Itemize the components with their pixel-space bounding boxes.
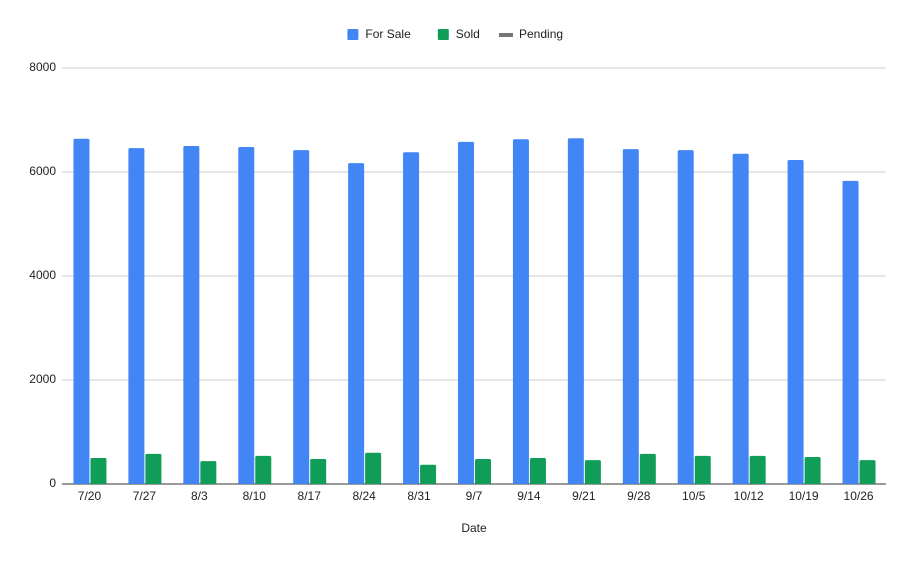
bar [859,460,876,484]
bar [403,152,420,485]
x-tick-label: 9/21 [572,489,596,503]
bar [639,453,656,484]
bar [749,455,766,484]
bar [475,459,491,484]
bar [694,455,711,484]
x-tick-label: 7/20 [78,489,102,503]
bar [238,147,255,485]
bar [420,464,437,484]
y-tick-label: 8000 [29,60,56,74]
x-tick-label: 10/5 [682,489,706,503]
bar [128,148,145,484]
x-axis-label: Date [461,521,487,535]
x-tick-label: 8/24 [352,489,376,503]
bar [365,452,382,484]
bar [804,456,821,484]
legend-swatch [347,29,359,40]
x-tick-label: 10/12 [734,489,764,503]
bar [584,460,601,484]
x-tick-label: 8/31 [407,489,431,503]
x-tick-label: 10/26 [844,489,874,503]
x-tick-label: 9/14 [517,489,541,503]
bar [293,150,310,484]
legend-label: Sold [456,27,480,41]
legend-swatch [499,33,513,37]
bar [255,455,272,484]
bar [183,146,200,484]
x-tick-label: 8/17 [298,489,322,503]
bar [458,141,474,484]
x-tick-label: 7/27 [133,489,157,503]
bar [200,461,217,484]
y-tick-label: 0 [49,476,56,490]
x-tick-label: 9/7 [466,489,483,503]
y-tick-label: 2000 [29,372,56,386]
x-tick-label: 8/3 [191,489,208,503]
x-tick-label: 10/19 [789,489,819,503]
y-tick-label: 6000 [29,164,56,178]
bar [73,138,90,484]
bar [567,138,584,484]
legend-label: Pending [519,27,563,41]
bar [732,153,749,485]
bar [677,150,694,484]
x-tick-label: 8/10 [243,489,267,503]
x-tick-label: 9/28 [627,489,651,503]
bar [512,139,529,485]
legend-swatch [437,29,449,40]
bar [529,458,546,484]
y-tick-label: 4000 [29,268,56,282]
bar [348,163,365,484]
bar [842,180,859,484]
bar [145,453,162,484]
bar [622,149,639,484]
legend-label: For Sale [365,27,411,41]
bar [90,458,107,484]
bar [310,459,327,484]
bar [787,160,804,485]
